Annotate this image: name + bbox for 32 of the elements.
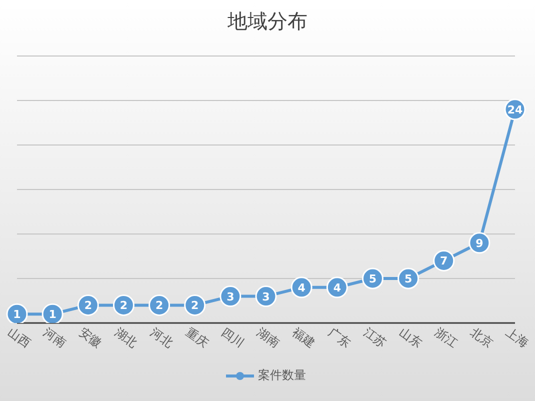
x-tick-label: 安徽 xyxy=(76,325,104,350)
x-tick-label: 山东 xyxy=(396,325,424,350)
data-label: 7 xyxy=(440,254,448,268)
x-tick-label: 山西 xyxy=(5,325,34,350)
x-tick-label: 福建 xyxy=(290,325,318,350)
data-label: 3 xyxy=(262,290,270,304)
x-tick-label: 浙江 xyxy=(432,325,460,350)
data-label: 5 xyxy=(404,272,412,286)
data-label: 24 xyxy=(507,103,523,116)
data-label: 4 xyxy=(298,281,306,294)
x-tick-label: 四川 xyxy=(218,325,247,350)
x-tick-label: 广东 xyxy=(326,325,354,350)
x-tick-label: 重庆 xyxy=(183,325,211,350)
data-label: 2 xyxy=(84,299,92,312)
chart-title: 地域分布 xyxy=(226,8,308,35)
x-tick-label: 河南 xyxy=(41,325,69,350)
data-label: 1 xyxy=(13,308,21,322)
data-label: 1 xyxy=(48,308,56,322)
x-tick-label: 江苏 xyxy=(361,325,389,350)
data-label: 3 xyxy=(226,290,234,304)
x-tick-label: 湖北 xyxy=(112,325,140,350)
legend-label: 案件数量 xyxy=(258,367,306,384)
data-label: 9 xyxy=(476,236,484,250)
data-label: 2 xyxy=(155,299,164,312)
data-label: 2 xyxy=(191,299,199,312)
x-tick-label: 北京 xyxy=(468,325,496,350)
data-label: 2 xyxy=(120,299,128,312)
x-tick-label: 湖南 xyxy=(254,325,282,350)
data-label: 4 xyxy=(333,281,342,294)
x-tick-label: 河北 xyxy=(148,325,176,350)
x-tick-label: 上海 xyxy=(503,325,532,350)
data-label: 5 xyxy=(368,272,377,286)
